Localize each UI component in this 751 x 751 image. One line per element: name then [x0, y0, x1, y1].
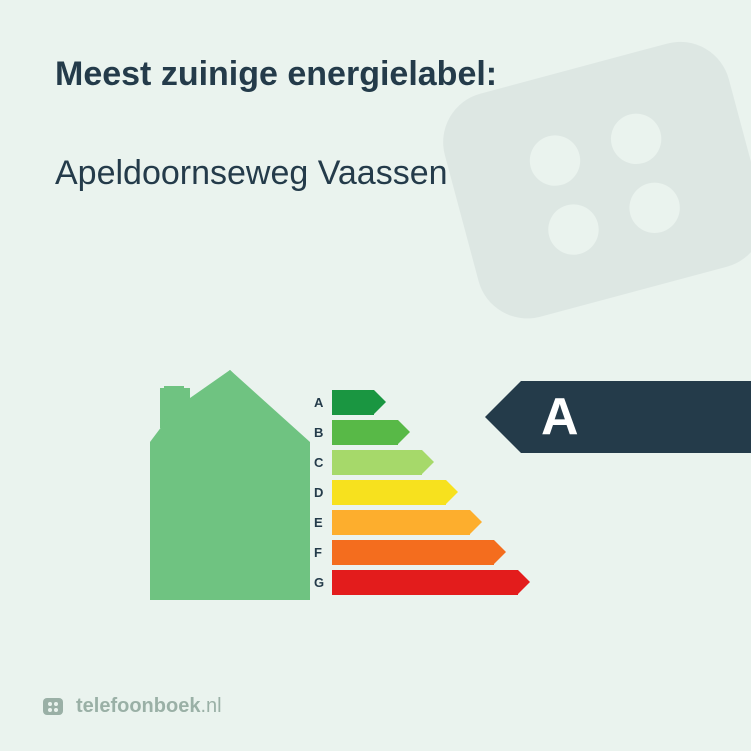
rating-letter: A: [541, 387, 579, 447]
energy-bar-g: G: [310, 570, 530, 595]
energy-bar-label: E: [310, 515, 332, 530]
energy-bar-shape: [332, 450, 434, 475]
energy-bar-c: C: [310, 450, 530, 475]
energy-bar-d: D: [310, 480, 530, 505]
footer-text: telefoonboek.nl: [76, 695, 222, 718]
energy-bar-shape: [332, 510, 482, 535]
footer-brand: telefoonboek.nl: [40, 693, 222, 719]
energy-bar-shape: [332, 540, 506, 565]
phonebook-icon: [40, 693, 66, 719]
energy-bar-label: C: [310, 455, 332, 470]
location-name: Apeldoornseweg Vaassen: [55, 154, 696, 193]
energy-bar-f: F: [310, 540, 530, 565]
energy-bar-label: A: [310, 395, 332, 410]
energy-bar-label: B: [310, 425, 332, 440]
footer-brand-name: telefoonboek: [76, 695, 200, 717]
rating-body: A: [521, 381, 751, 453]
energy-bar-shape: [332, 480, 458, 505]
energy-bar-shape: [332, 420, 410, 445]
energy-bar-shape: [332, 390, 386, 415]
energy-bar-label: F: [310, 545, 332, 560]
house-icon-overlay: [150, 370, 310, 600]
page-title: Meest zuinige energielabel:: [55, 55, 696, 94]
rating-pointer: A: [485, 381, 751, 453]
energy-bar-shape: [332, 570, 530, 595]
footer-brand-tld: .nl: [200, 695, 221, 717]
energy-bar-label: D: [310, 485, 332, 500]
energy-bar-e: E: [310, 510, 530, 535]
rating-arrow-icon: [485, 381, 521, 453]
energy-bar-label: G: [310, 575, 332, 590]
